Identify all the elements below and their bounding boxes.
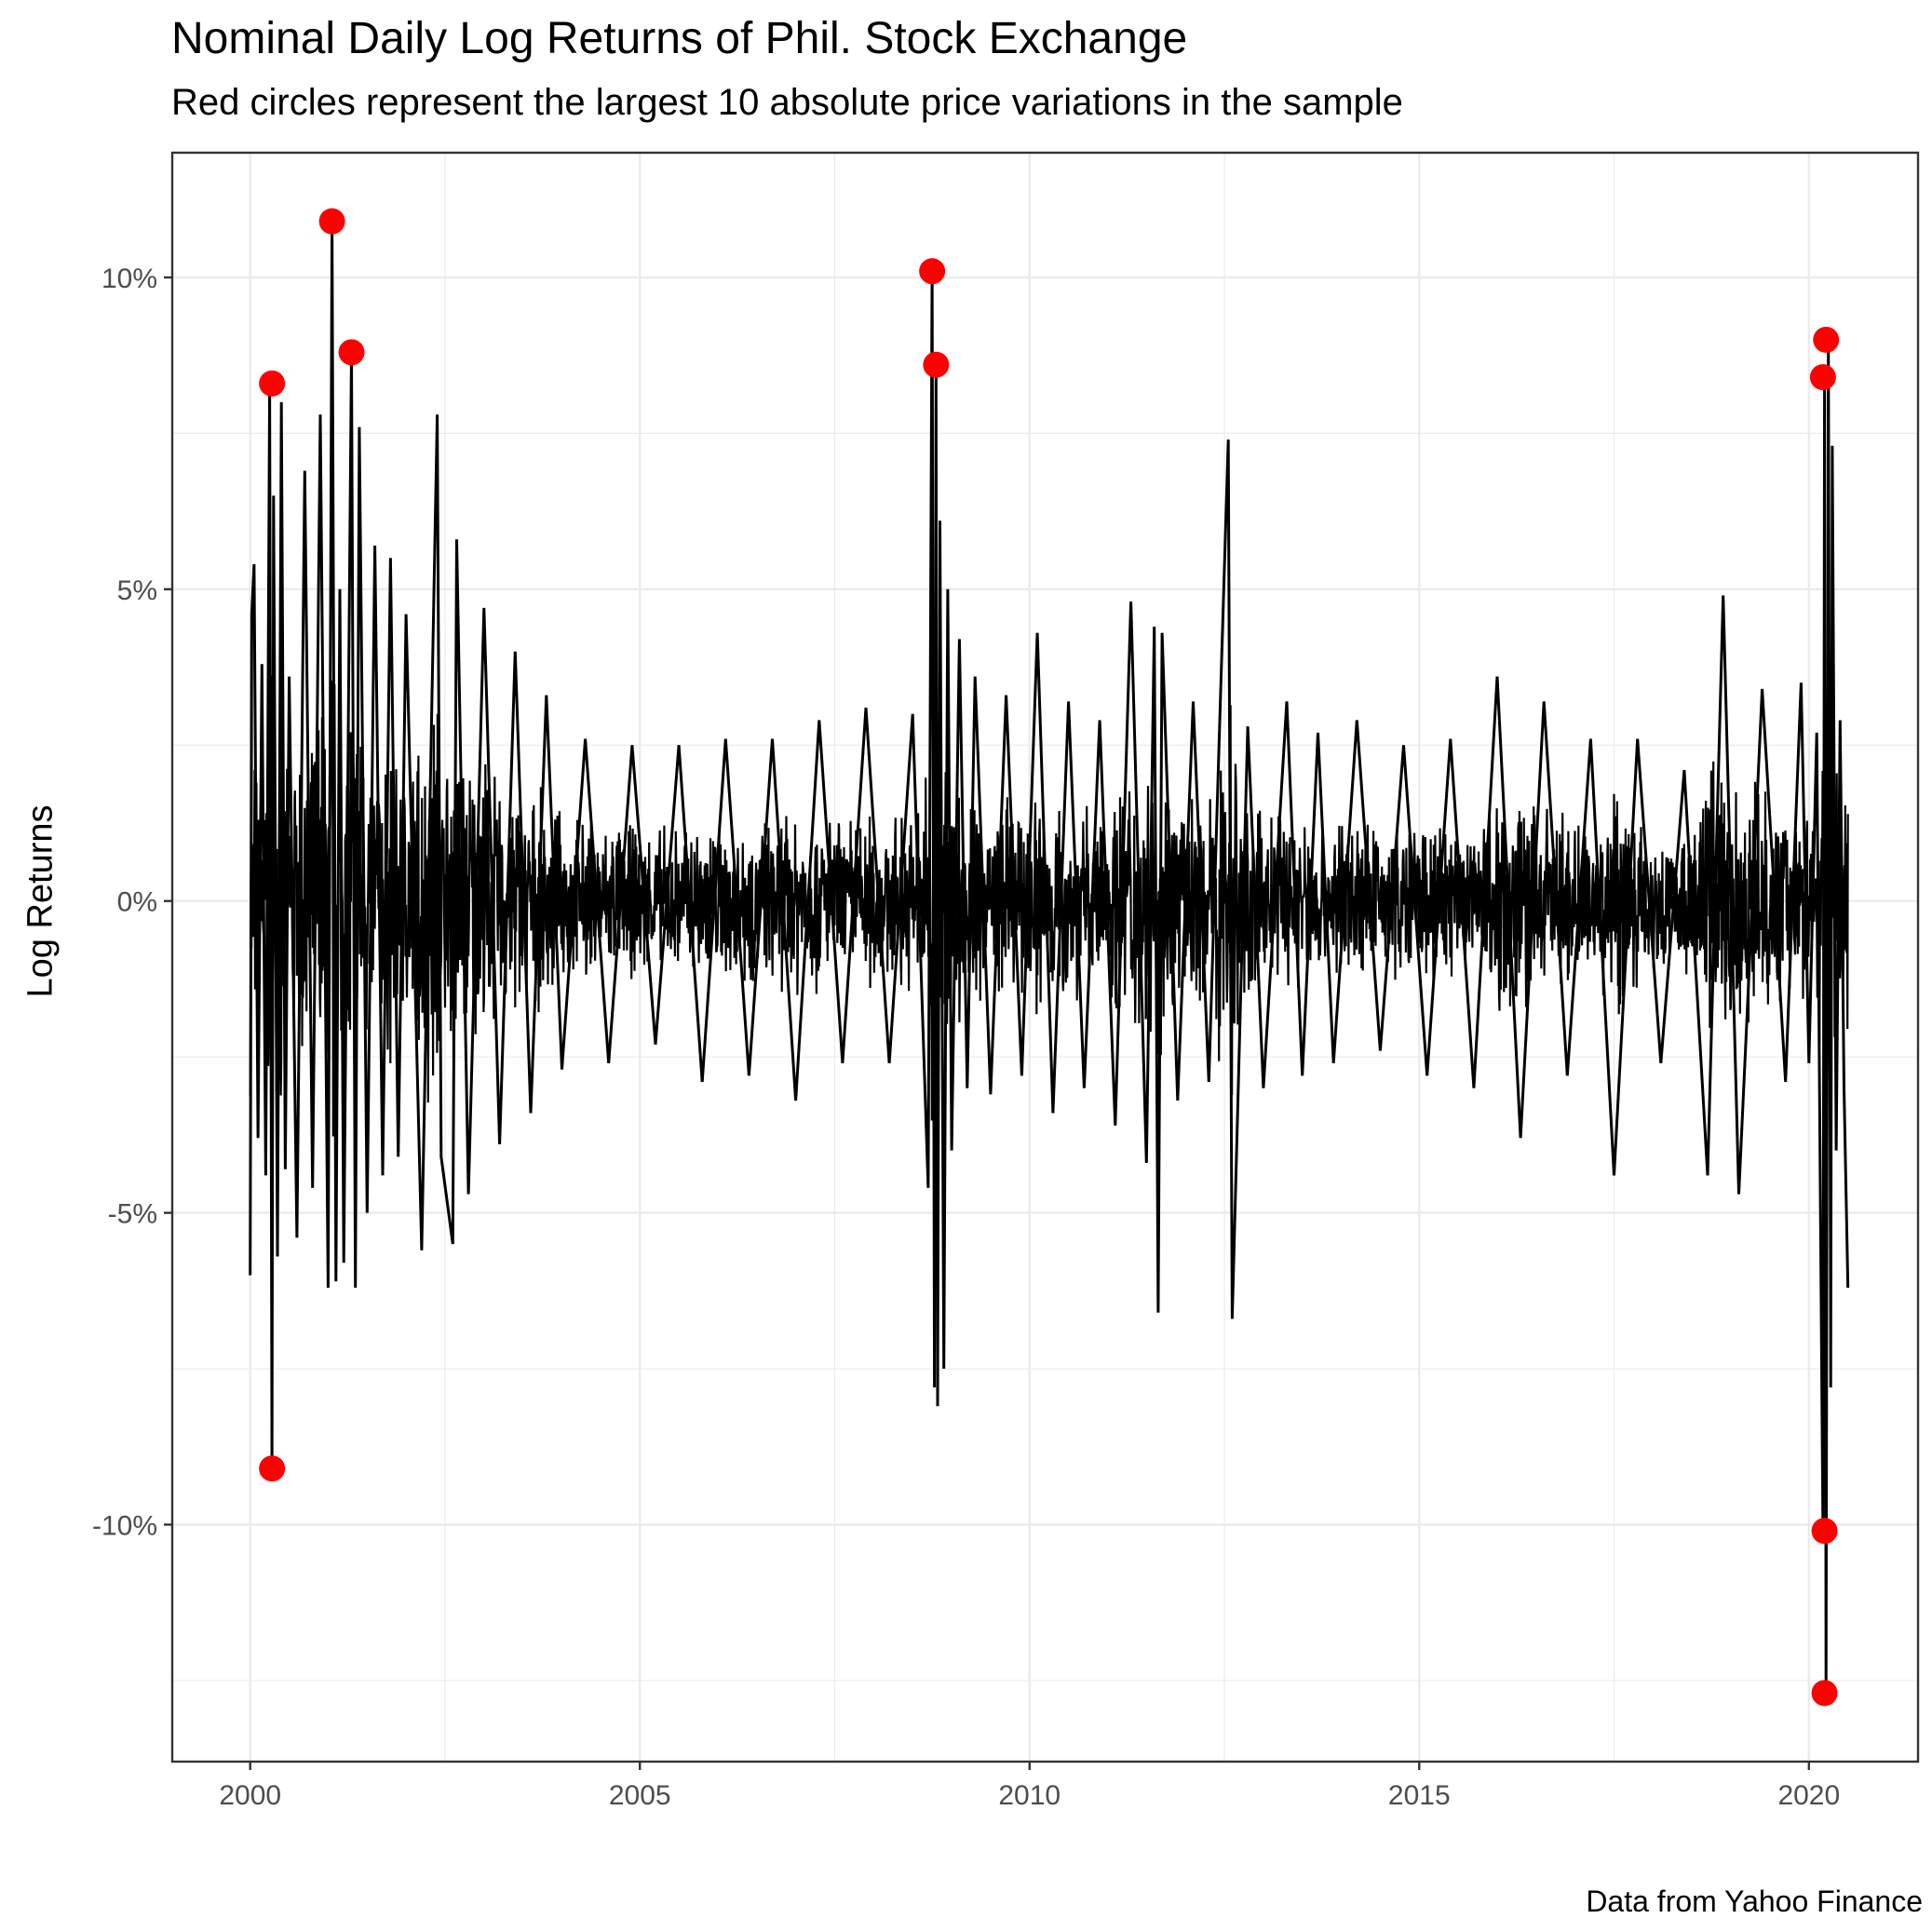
x-tick-label: 2000	[219, 1780, 281, 1811]
chart-title: Nominal Daily Log Returns of Phil. Stock…	[171, 14, 1188, 63]
chart-caption: Data from Yahoo Finance	[1586, 1885, 1923, 1918]
y-tick-label: -5%	[108, 1199, 157, 1230]
highlight-point	[1811, 1680, 1838, 1707]
highlight-point	[923, 351, 950, 378]
x-tick-label: 2005	[609, 1780, 671, 1811]
panel-border	[170, 151, 1920, 1763]
highlight-point	[259, 370, 286, 397]
y-tick-label: 0%	[117, 887, 157, 918]
x-tick-label: 2010	[998, 1780, 1061, 1811]
chart-subtitle: Red circles represent the largest 10 abs…	[171, 82, 1403, 123]
highlight-point	[318, 208, 345, 235]
returns-series-line	[249, 221, 1850, 1694]
highlight-point	[259, 1455, 286, 1482]
highlight-point	[1811, 1518, 1838, 1545]
highlight-point	[338, 339, 365, 366]
x-tick-label: 2015	[1388, 1780, 1451, 1811]
y-tick-label: 5%	[117, 575, 157, 606]
y-tick-label: 10%	[101, 263, 157, 294]
highlight-point	[919, 258, 946, 285]
x-tick-label: 2020	[1777, 1780, 1840, 1811]
highlight-point	[1809, 364, 1836, 391]
highlight-point	[1813, 326, 1840, 353]
y-tick-label: -10%	[92, 1510, 157, 1541]
